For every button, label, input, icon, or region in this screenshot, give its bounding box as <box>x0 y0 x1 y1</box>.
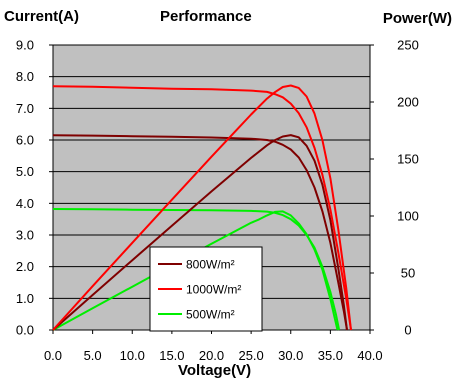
x-tick-label: 10.0 <box>120 348 145 363</box>
x-tick-label: 30.0 <box>278 348 303 363</box>
y2-tick-label: 200 <box>397 95 419 110</box>
legend-entry-label: 500W/m² <box>186 308 235 322</box>
legend-entry-label: 800W/m² <box>186 258 235 272</box>
y-axis-right-label: Power(W) <box>382 10 452 27</box>
x-axis-label: Voltage(V) <box>178 362 252 379</box>
y-axis-left-label: Current(A) <box>4 8 79 25</box>
y-tick-label: 4.0 <box>16 196 34 211</box>
y-tick-label: 1.0 <box>16 291 34 306</box>
series-current-line <box>52 85 352 331</box>
y-tick-label: 2.0 <box>16 259 34 274</box>
x-tick-label: 35.0 <box>318 348 343 363</box>
y-axis-right-ticks: 0 50 100 150 200 250 <box>370 38 419 338</box>
x-tick-label: 0.0 <box>44 348 62 363</box>
y2-tick-label: 50 <box>401 266 415 281</box>
y-tick-label: 5.0 <box>16 164 34 179</box>
series-power-line <box>52 134 348 331</box>
series-current-line <box>52 208 341 331</box>
x-tick-label: 15.0 <box>159 348 184 363</box>
legend: 800W/m² 1000W/m² 500W/m² <box>149 246 263 332</box>
x-tick-label: 25.0 <box>238 348 263 363</box>
y-tick-label: 9.0 <box>16 38 34 53</box>
y-axis-left-ticks: 0.0 1.0 2.0 3.0 4.0 5.0 6.0 7.0 8.0 9.0 <box>16 38 53 338</box>
y2-tick-label: 150 <box>397 152 419 167</box>
series-power-line <box>52 84 352 331</box>
x-axis-ticks: 0.0 5.0 10.0 15.0 20.0 25.0 30.0 35.0 40.0 <box>44 330 383 363</box>
x-tick-label: 5.0 <box>84 348 102 363</box>
y-tick-label: 7.0 <box>16 101 34 116</box>
x-tick-label: 40.0 <box>357 348 382 363</box>
chart-title: Performance <box>160 8 252 25</box>
y-tick-label: 3.0 <box>16 228 34 243</box>
y2-tick-label: 0 <box>404 323 411 338</box>
y-tick-label: 8.0 <box>16 69 34 84</box>
y-tick-label: 0.0 <box>16 323 34 338</box>
y2-tick-label: 250 <box>397 38 419 53</box>
x-tick-label: 20.0 <box>199 348 224 363</box>
legend-entry-label: 1000W/m² <box>186 283 241 297</box>
y2-tick-label: 100 <box>397 209 419 224</box>
y-tick-label: 6.0 <box>16 133 34 148</box>
series-current-line <box>52 134 348 331</box>
